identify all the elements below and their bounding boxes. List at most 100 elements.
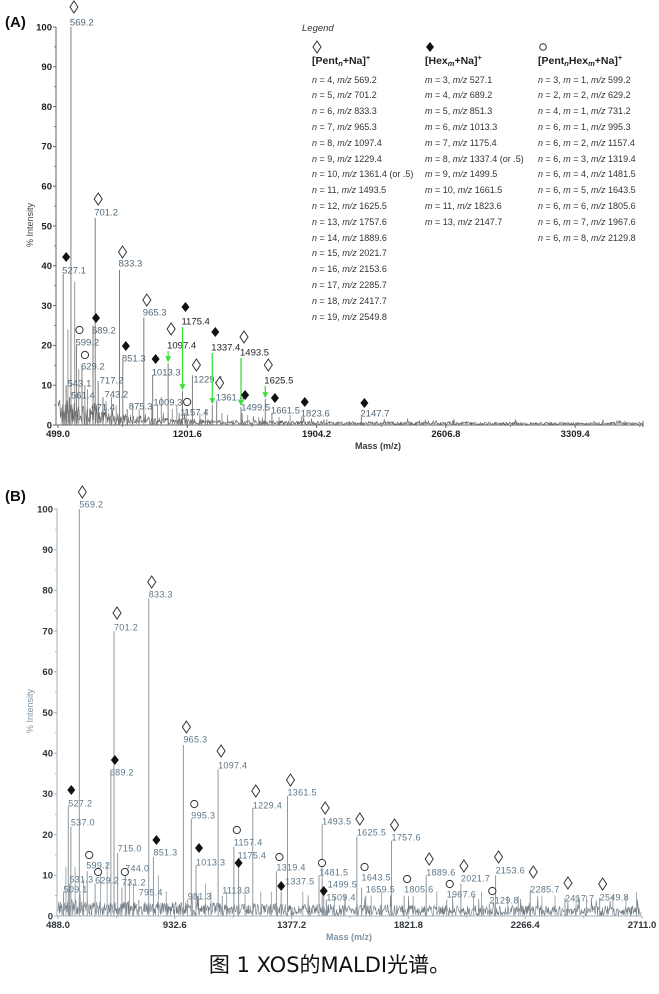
legend-row: m = 4, m/z 689.2 [425,90,493,101]
x-tick-label: 499.0 [46,429,70,440]
y-tick-label: 40 [42,749,53,760]
peak-label: 743.2 [104,389,128,400]
peak-label: 1625.5 [264,375,293,386]
open-diamond-marker [563,876,573,890]
open-diamond-marker [528,865,538,879]
y-tick-label: 70 [42,626,53,637]
y-tick-label: 80 [42,586,53,597]
legend-header-part: +Na] [454,55,478,67]
peak-label: 1157.4 [234,837,263,847]
peak-label: 1805.6 [404,884,433,894]
y-tick-label: 30 [42,789,53,800]
open-diamond-marker [263,358,273,372]
peak-label: 744.0 [125,863,149,873]
peak-label: 1319.4 [276,862,305,872]
panel-a-spectrum: (A) % Intensity Mass (m/z) 0 10 20 30 40 50 60… [5,0,644,451]
peak-label: 1493.5 [240,347,269,358]
open-diamond-marker [117,245,128,259]
legend-row: n = 17, m/z 2285.7 [312,279,387,290]
peak-label: 715.0 [118,843,142,853]
filled-diamond-marker [241,390,250,400]
open-diamond-marker [191,358,202,372]
x-tick-label: 2711.0 [628,920,657,931]
legend-row: n = 8, m/z 1097.4 [312,137,382,148]
legend-row: n = 2, m = 2, m/z 629.2 [538,90,631,101]
open-circle-marker [488,886,497,896]
panel-a-y-axis-title: % Intensity [25,202,35,247]
legend-row: n = 6, m = 1, m/z 995.3 [538,121,631,132]
legend-row: n = 11, m/z 1493.5 [312,185,387,196]
peak-label: 995.3 [191,810,215,820]
filled-diamond-marker [319,886,328,896]
legend-column-penthex: [PentnHexm+Na]+ n = 3, m = 1, m/z 599.2 n … [538,0,658,330]
legend-header-part: n [338,59,343,68]
legend-header-part: [Pent [538,55,565,67]
filled-diamond-icon [426,42,434,52]
y-tick-label: 0 [47,420,52,431]
open-diamond-marker [251,784,261,798]
open-diamond-marker [493,850,504,864]
peak-label: 965.3 [183,734,207,744]
peak-label: 1661.5 [271,405,300,416]
legend-header-penthex: [PentnHexm+Na]+ [538,53,623,68]
open-circle-marker [360,862,369,872]
peak-label: 1625.5 [357,827,386,837]
legend-row: n = 7, m/z 965.3 [312,121,377,132]
green-arrow-head-icon [262,392,269,399]
panel-b-spectrum: (B) % Intensity Mass (m/z) 0 10 20 30 40 50 60… [5,485,657,942]
legend-row: n = 6, m = 8, m/z 2129.8 [538,232,636,243]
filled-diamond-marker [300,397,309,407]
peak-label: 599.2 [86,860,110,870]
legend-header-part: + [365,53,371,62]
legend-row: n = 19, m/z 2549.8 [312,311,387,322]
legend-header-part: +Na] [342,55,366,67]
legend-row: n = 6, m = 5, m/z 1643.5 [538,185,636,196]
peak-label: 569.2 [79,499,103,509]
filled-diamond-marker [151,354,160,364]
open-diamond-marker [147,575,157,589]
x-tick-label: 1377.2 [277,920,306,931]
green-arrow-head-icon [209,398,216,405]
legend-header-part: m [588,59,595,68]
y-tick-label: 60 [41,182,52,193]
open-diamond-marker [215,376,225,390]
legend-row: m = 10, m/z 1661.5 [425,185,503,196]
panel-b-x-axis-title: Mass (m/z) [326,932,372,942]
legend-header-hex: [Hexm+Na]+ [425,53,482,68]
peak-label: 671.4 [91,402,115,413]
legend-row: n = 10, m/z 1361.4 (or .5) [312,169,414,180]
peak-label: 1013.3 [152,367,181,378]
peak-label: 1659.5 [366,884,395,894]
filled-diamond-marker [195,843,204,853]
legend-header-part: + [617,53,623,62]
y-tick-label: 50 [41,221,52,232]
peak-label: 1013.3 [196,857,225,867]
peak-label: 1361.4 [216,392,245,403]
y-tick-label: 10 [41,381,52,392]
peak-label: 701.2 [94,207,118,218]
panel-b-label: (B) [5,488,26,505]
filled-diamond-marker [360,398,369,408]
open-circle-marker [93,867,103,877]
open-diamond-marker [93,192,103,206]
filled-diamond-marker [67,785,76,795]
legend-row: n = 6, m = 2, m/z 1157.4 [538,137,635,148]
open-circle-marker [85,850,94,860]
legend-row: n = 4, m/z 569.2 [312,74,377,85]
peak-label: 701.2 [114,622,138,632]
legend-row: n = 5, m/z 701.2 [312,90,377,101]
peak-label: 1009.3 [153,397,182,408]
peak-label: 1229.4 [193,374,222,385]
peak-label: 1361.5 [287,787,316,797]
legend-row: n = 6, m = 4, m/z 1481.5 [538,169,636,180]
legend-row: n = 6, m/z 833.3 [312,106,377,117]
open-diamond-marker [69,0,79,14]
x-tick-label: 1904.2 [302,429,331,440]
peak-label: 2549.8 [600,892,629,902]
legend-header-part: + [477,53,482,62]
peak-label: 1175.4 [238,850,267,860]
x-tick-label: 2266.4 [511,920,541,931]
legend-header-part: [Pent [312,55,339,67]
legend-header-part: n [564,59,569,68]
peak-label: 629.2 [81,361,105,372]
